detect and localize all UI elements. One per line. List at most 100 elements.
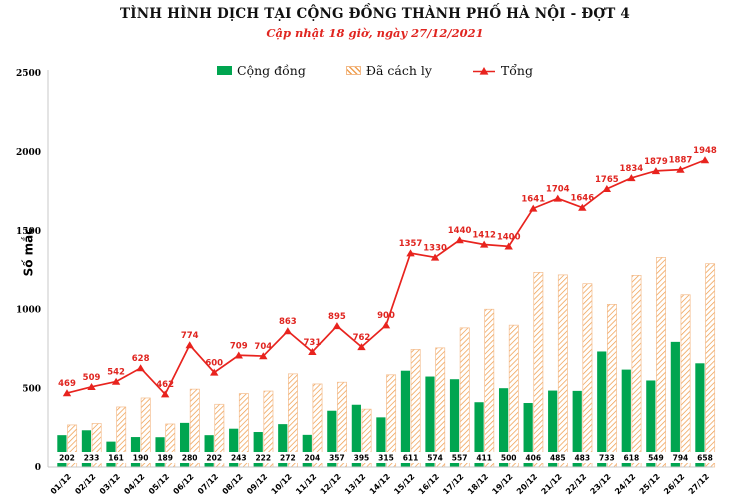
bar-cong-dong	[548, 390, 558, 467]
value-label-cong-dong: 485	[550, 454, 566, 463]
value-label-cong-dong: 280	[182, 454, 198, 463]
marker-triangle-tong	[185, 341, 194, 349]
value-label-box	[449, 452, 470, 463]
marker-triangle-tong	[479, 240, 489, 248]
x-axis-tick-label: 08/12	[221, 472, 245, 496]
bar-cong-dong	[523, 403, 533, 467]
value-label-tong: 1834	[620, 164, 644, 174]
value-label-tong: 895	[328, 312, 346, 322]
bar-cong-dong	[646, 380, 656, 467]
value-label-box	[645, 452, 667, 463]
value-label-cong-dong: 557	[452, 454, 468, 463]
x-axis-tick-label: 15/12	[392, 472, 416, 496]
marker-triangle-tong	[627, 174, 636, 182]
legend-label-tong: Tổng	[500, 63, 533, 78]
x-axis-tick-label: 27/12	[687, 472, 711, 496]
x-axis-tick-label: 06/12	[171, 472, 195, 496]
value-label-box	[302, 452, 323, 463]
marker-triangle-tong	[676, 165, 685, 173]
marker-triangle-tong	[430, 253, 440, 261]
marker-triangle-tong	[455, 236, 464, 244]
bar-da-cach-ly	[606, 304, 617, 468]
x-axis-tick-label: 03/12	[98, 472, 122, 496]
value-label-tong: 774	[181, 331, 199, 341]
value-label-box	[179, 452, 200, 463]
bar-da-cach-ly	[459, 327, 470, 468]
bar-cong-dong	[229, 428, 239, 467]
value-label-tong: 542	[107, 368, 125, 378]
value-label-cong-dong: 406	[525, 454, 541, 463]
value-label-tong: 600	[205, 358, 223, 368]
x-axis-tick-label: 24/12	[613, 472, 637, 496]
value-label-box	[621, 452, 642, 463]
value-label-cong-dong: 202	[59, 454, 75, 463]
x-axis-tick-label: 13/12	[343, 472, 367, 496]
chart-subtitle: Cập nhật 18 giờ, ngày 27/12/2021	[266, 26, 484, 40]
value-label-tong: 709	[230, 341, 248, 351]
x-axis-tick-label: 11/12	[294, 472, 318, 496]
x-axis-tick-label: 16/12	[417, 472, 441, 496]
value-label-box	[572, 452, 593, 463]
marker-triangle-tong	[332, 322, 342, 330]
bar-cong-dong	[498, 388, 509, 467]
marker-triangle-tong	[529, 204, 538, 212]
x-axis-tick-label: 18/12	[466, 472, 490, 496]
value-label-box	[351, 452, 372, 463]
value-label-box	[596, 452, 618, 463]
value-label-cong-dong: 658	[697, 454, 713, 463]
value-label-box	[547, 452, 569, 463]
value-label-tong: 762	[353, 333, 371, 343]
value-label-tong: 1646	[570, 194, 594, 204]
marker-triangle-tong	[651, 167, 661, 175]
legend-item-da-cach-ly: Đã cách ly	[345, 63, 432, 78]
marker-triangle-tong	[160, 390, 170, 398]
bar-cong-dong	[327, 410, 337, 467]
marker-triangle-tong	[259, 352, 268, 360]
legend-item-cong-dong: Cộng đồng	[217, 63, 306, 78]
y-axis-tick-label: 1500	[16, 227, 41, 237]
value-label-cong-dong: 611	[403, 454, 419, 463]
value-label-tong: 1765	[595, 175, 619, 185]
value-label-tong: 1357	[399, 239, 423, 249]
value-label-box	[498, 452, 519, 463]
value-label-tong: 1879	[644, 157, 668, 167]
value-label-box	[277, 452, 299, 463]
value-label-cong-dong: 315	[378, 454, 394, 463]
bar-cong-dong	[204, 435, 214, 467]
value-label-cong-dong: 794	[673, 454, 689, 463]
value-label-tong: 731	[304, 338, 322, 348]
x-axis-tick-label: 20/12	[515, 472, 539, 496]
value-label-box	[694, 452, 716, 463]
bar-da-cach-ly	[631, 275, 642, 468]
bar-da-cach-ly	[656, 257, 666, 468]
marker-triangle-tong	[308, 347, 317, 355]
bar-da-cach-ly	[680, 294, 691, 468]
value-label-box	[56, 452, 78, 463]
chart-title: TÌNH HÌNH DỊCH TẠI CỘNG ĐỒNG THÀNH PHỐ H…	[119, 6, 631, 22]
marker-triangle-tong	[578, 203, 587, 211]
x-axis-tick-label: 17/12	[441, 472, 465, 496]
value-label-box	[473, 452, 495, 463]
bar-da-cach-ly	[557, 274, 568, 468]
value-label-box	[253, 452, 274, 463]
bar-da-cach-ly	[435, 347, 446, 468]
value-label-cong-dong: 733	[599, 454, 615, 463]
value-label-box	[670, 452, 691, 463]
bar-da-cach-ly	[508, 324, 519, 468]
bar-cong-dong	[376, 417, 386, 467]
value-label-tong: 1330	[423, 243, 447, 253]
legend-swatch-hatched-bar-icon	[345, 66, 361, 75]
legend-line-marker-icon	[472, 66, 495, 75]
bar-da-cach-ly	[533, 272, 544, 468]
marker-triangle-tong	[111, 377, 121, 385]
bar-cong-dong	[57, 435, 67, 467]
value-label-cong-dong: 204	[305, 454, 321, 463]
bar-cong-dong	[670, 341, 680, 467]
marker-triangle-tong	[553, 194, 562, 202]
bar-da-cach-ly	[410, 349, 421, 468]
value-label-tong: 1412	[472, 230, 496, 240]
value-label-cong-dong: 500	[501, 454, 517, 463]
value-label-box	[105, 452, 127, 463]
value-label-cong-dong: 222	[255, 454, 271, 463]
